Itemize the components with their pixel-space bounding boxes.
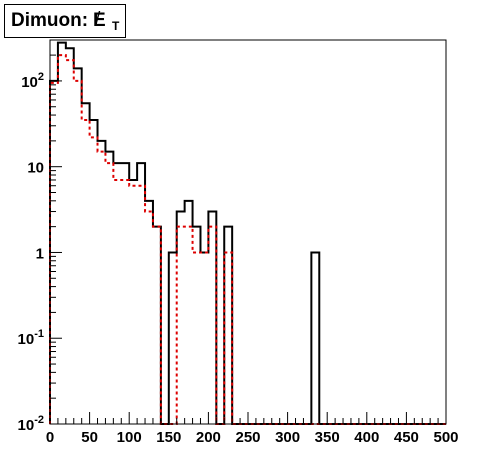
series-layer — [49, 41, 446, 425]
met-symbol: E / T — [93, 8, 120, 33]
plot-frame — [49, 39, 447, 425]
axes-layer: 0 50 100 150 200 250 300 350 400 450 500 10-2 10-1 1 1… — [18, 39, 459, 446]
x-tick-label: 150 — [156, 429, 181, 446]
met-symbol-slash: / — [95, 8, 101, 30]
x-tick-label: 300 — [275, 429, 300, 446]
x-tick-label: 450 — [394, 429, 419, 446]
series-line-0 — [49, 41, 446, 425]
x-tick-label: 50 — [81, 429, 98, 446]
x-tick-label: 350 — [315, 429, 340, 446]
x-tick-label: 400 — [354, 429, 379, 446]
chart-title: Dimuon: E / T — [4, 4, 127, 38]
met-symbol-subscript: T — [112, 18, 120, 33]
series-line-1 — [49, 54, 446, 425]
y-tick-label: 10-1 — [18, 328, 44, 348]
y-tick-label: 102 — [21, 71, 44, 91]
y-tick-label: 10-2 — [18, 414, 44, 434]
x-tick-label: 250 — [235, 429, 260, 446]
x-tick-label: 0 — [46, 429, 54, 446]
x-tick-label: 500 — [433, 429, 458, 446]
chart-title-text: Dimuon: — [11, 10, 89, 31]
met-symbol-letter: E — [93, 9, 106, 31]
y-tick-label: 1 — [36, 245, 44, 262]
y-tick-label: 10 — [27, 160, 44, 177]
x-tick-label: 100 — [117, 429, 142, 446]
x-tick-label: 200 — [196, 429, 221, 446]
